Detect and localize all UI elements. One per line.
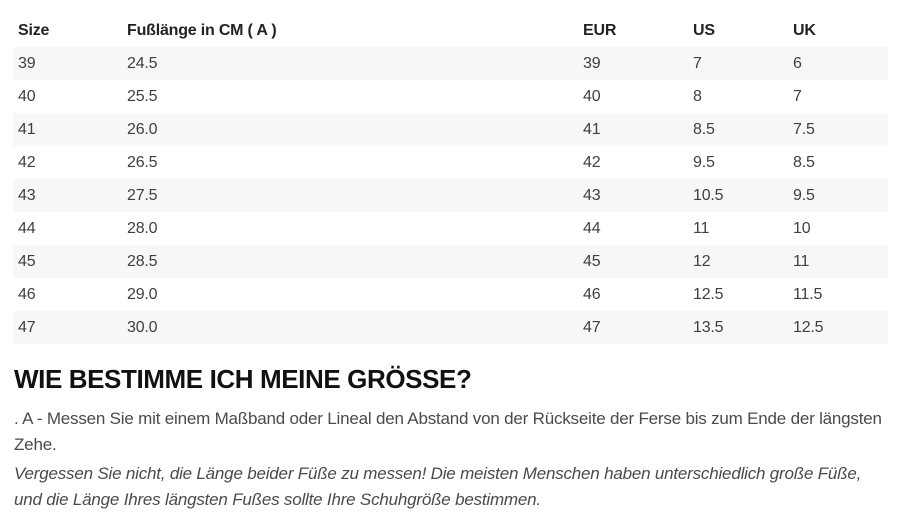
table-cell: 9.5 xyxy=(793,186,815,204)
table-row: 46 29.0 46 12.5 11.5 xyxy=(13,278,888,311)
table-row: 43 27.5 43 10.5 9.5 xyxy=(13,179,888,212)
table-cell: 26.5 xyxy=(127,153,158,171)
table-cell: 42 xyxy=(18,153,36,171)
table-cell: 39 xyxy=(18,54,36,72)
table-cell: 46 xyxy=(583,285,601,303)
table-cell: 10.5 xyxy=(693,186,724,204)
table-cell: 43 xyxy=(583,186,601,204)
table-cell: 41 xyxy=(18,120,36,138)
table-row: 44 28.0 44 11 10 xyxy=(13,212,888,245)
table-row: 47 30.0 47 13.5 12.5 xyxy=(13,311,888,344)
table-cell: 9.5 xyxy=(693,153,715,171)
table-row: 42 26.5 42 9.5 8.5 xyxy=(13,146,888,179)
table-row: 40 25.5 40 8 7 xyxy=(13,80,888,113)
table-cell: 28.0 xyxy=(127,219,158,237)
column-header-footlength: Fußlänge in CM ( A ) xyxy=(127,21,277,39)
table-cell: 8.5 xyxy=(793,153,815,171)
table-cell: 40 xyxy=(583,87,601,105)
table-cell: 7.5 xyxy=(793,120,815,138)
table-header-row: Size Fußlänge in CM ( A ) EUR US UK xyxy=(13,14,888,47)
column-header-eur: EUR xyxy=(583,21,617,39)
table-row: 45 28.5 45 12 11 xyxy=(13,245,888,278)
table-row: 39 24.5 39 7 6 xyxy=(13,47,888,80)
measure-note-paragraph: Vergessen Sie nicht, die Länge beider Fü… xyxy=(14,464,862,509)
table-cell: 47 xyxy=(18,318,36,336)
table-cell: 45 xyxy=(18,252,36,270)
measure-instruction-paragraph: . A - Messen Sie mit einem Maßband oder … xyxy=(14,409,882,454)
table-cell: 6 xyxy=(793,54,802,72)
column-header-us: US xyxy=(693,21,715,39)
table-cell: 10 xyxy=(793,219,811,237)
table-cell: 12 xyxy=(693,252,711,270)
table-cell: 44 xyxy=(583,219,601,237)
column-header-uk: UK xyxy=(793,21,816,39)
table-cell: 12.5 xyxy=(793,318,824,336)
table-cell: 27.5 xyxy=(127,186,158,204)
table-cell: 11 xyxy=(793,252,810,270)
table-cell: 25.5 xyxy=(127,87,158,105)
table-cell: 28.5 xyxy=(127,252,158,270)
table-cell: 11 xyxy=(693,219,710,237)
table-cell: 8.5 xyxy=(693,120,715,138)
table-cell: 46 xyxy=(18,285,36,303)
table-cell: 40 xyxy=(18,87,36,105)
table-cell: 39 xyxy=(583,54,601,72)
table-row: 41 26.0 41 8.5 7.5 xyxy=(13,113,888,146)
table-cell: 7 xyxy=(793,87,802,105)
size-chart-table: Size Fußlänge in CM ( A ) EUR US UK 39 24… xyxy=(13,14,888,344)
table-cell: 13.5 xyxy=(693,318,724,336)
table-cell: 30.0 xyxy=(127,318,158,336)
table-cell: 7 xyxy=(693,54,702,72)
table-cell: 26.0 xyxy=(127,120,158,138)
table-cell: 24.5 xyxy=(127,54,158,72)
table-cell: 43 xyxy=(18,186,36,204)
table-cell: 42 xyxy=(583,153,601,171)
table-cell: 12.5 xyxy=(693,285,724,303)
section-heading: WIE BESTIMME ICH MEINE GRÖSSE? xyxy=(14,364,472,394)
table-cell: 8 xyxy=(693,87,702,105)
table-cell: 29.0 xyxy=(127,285,158,303)
table-cell: 47 xyxy=(583,318,601,336)
table-cell: 41 xyxy=(583,120,601,138)
size-table-body: 39 24.5 39 7 6 40 25.5 40 8 7 41 26.0 41 8.5 7.5 42 26.5… xyxy=(13,47,888,344)
table-cell: 45 xyxy=(583,252,601,270)
column-header-size: Size xyxy=(18,21,50,39)
table-cell: 11.5 xyxy=(793,285,823,303)
table-cell: 44 xyxy=(18,219,36,237)
size-guide-page: Size Fußlänge in CM ( A ) EUR US UK 39 24… xyxy=(13,14,888,509)
